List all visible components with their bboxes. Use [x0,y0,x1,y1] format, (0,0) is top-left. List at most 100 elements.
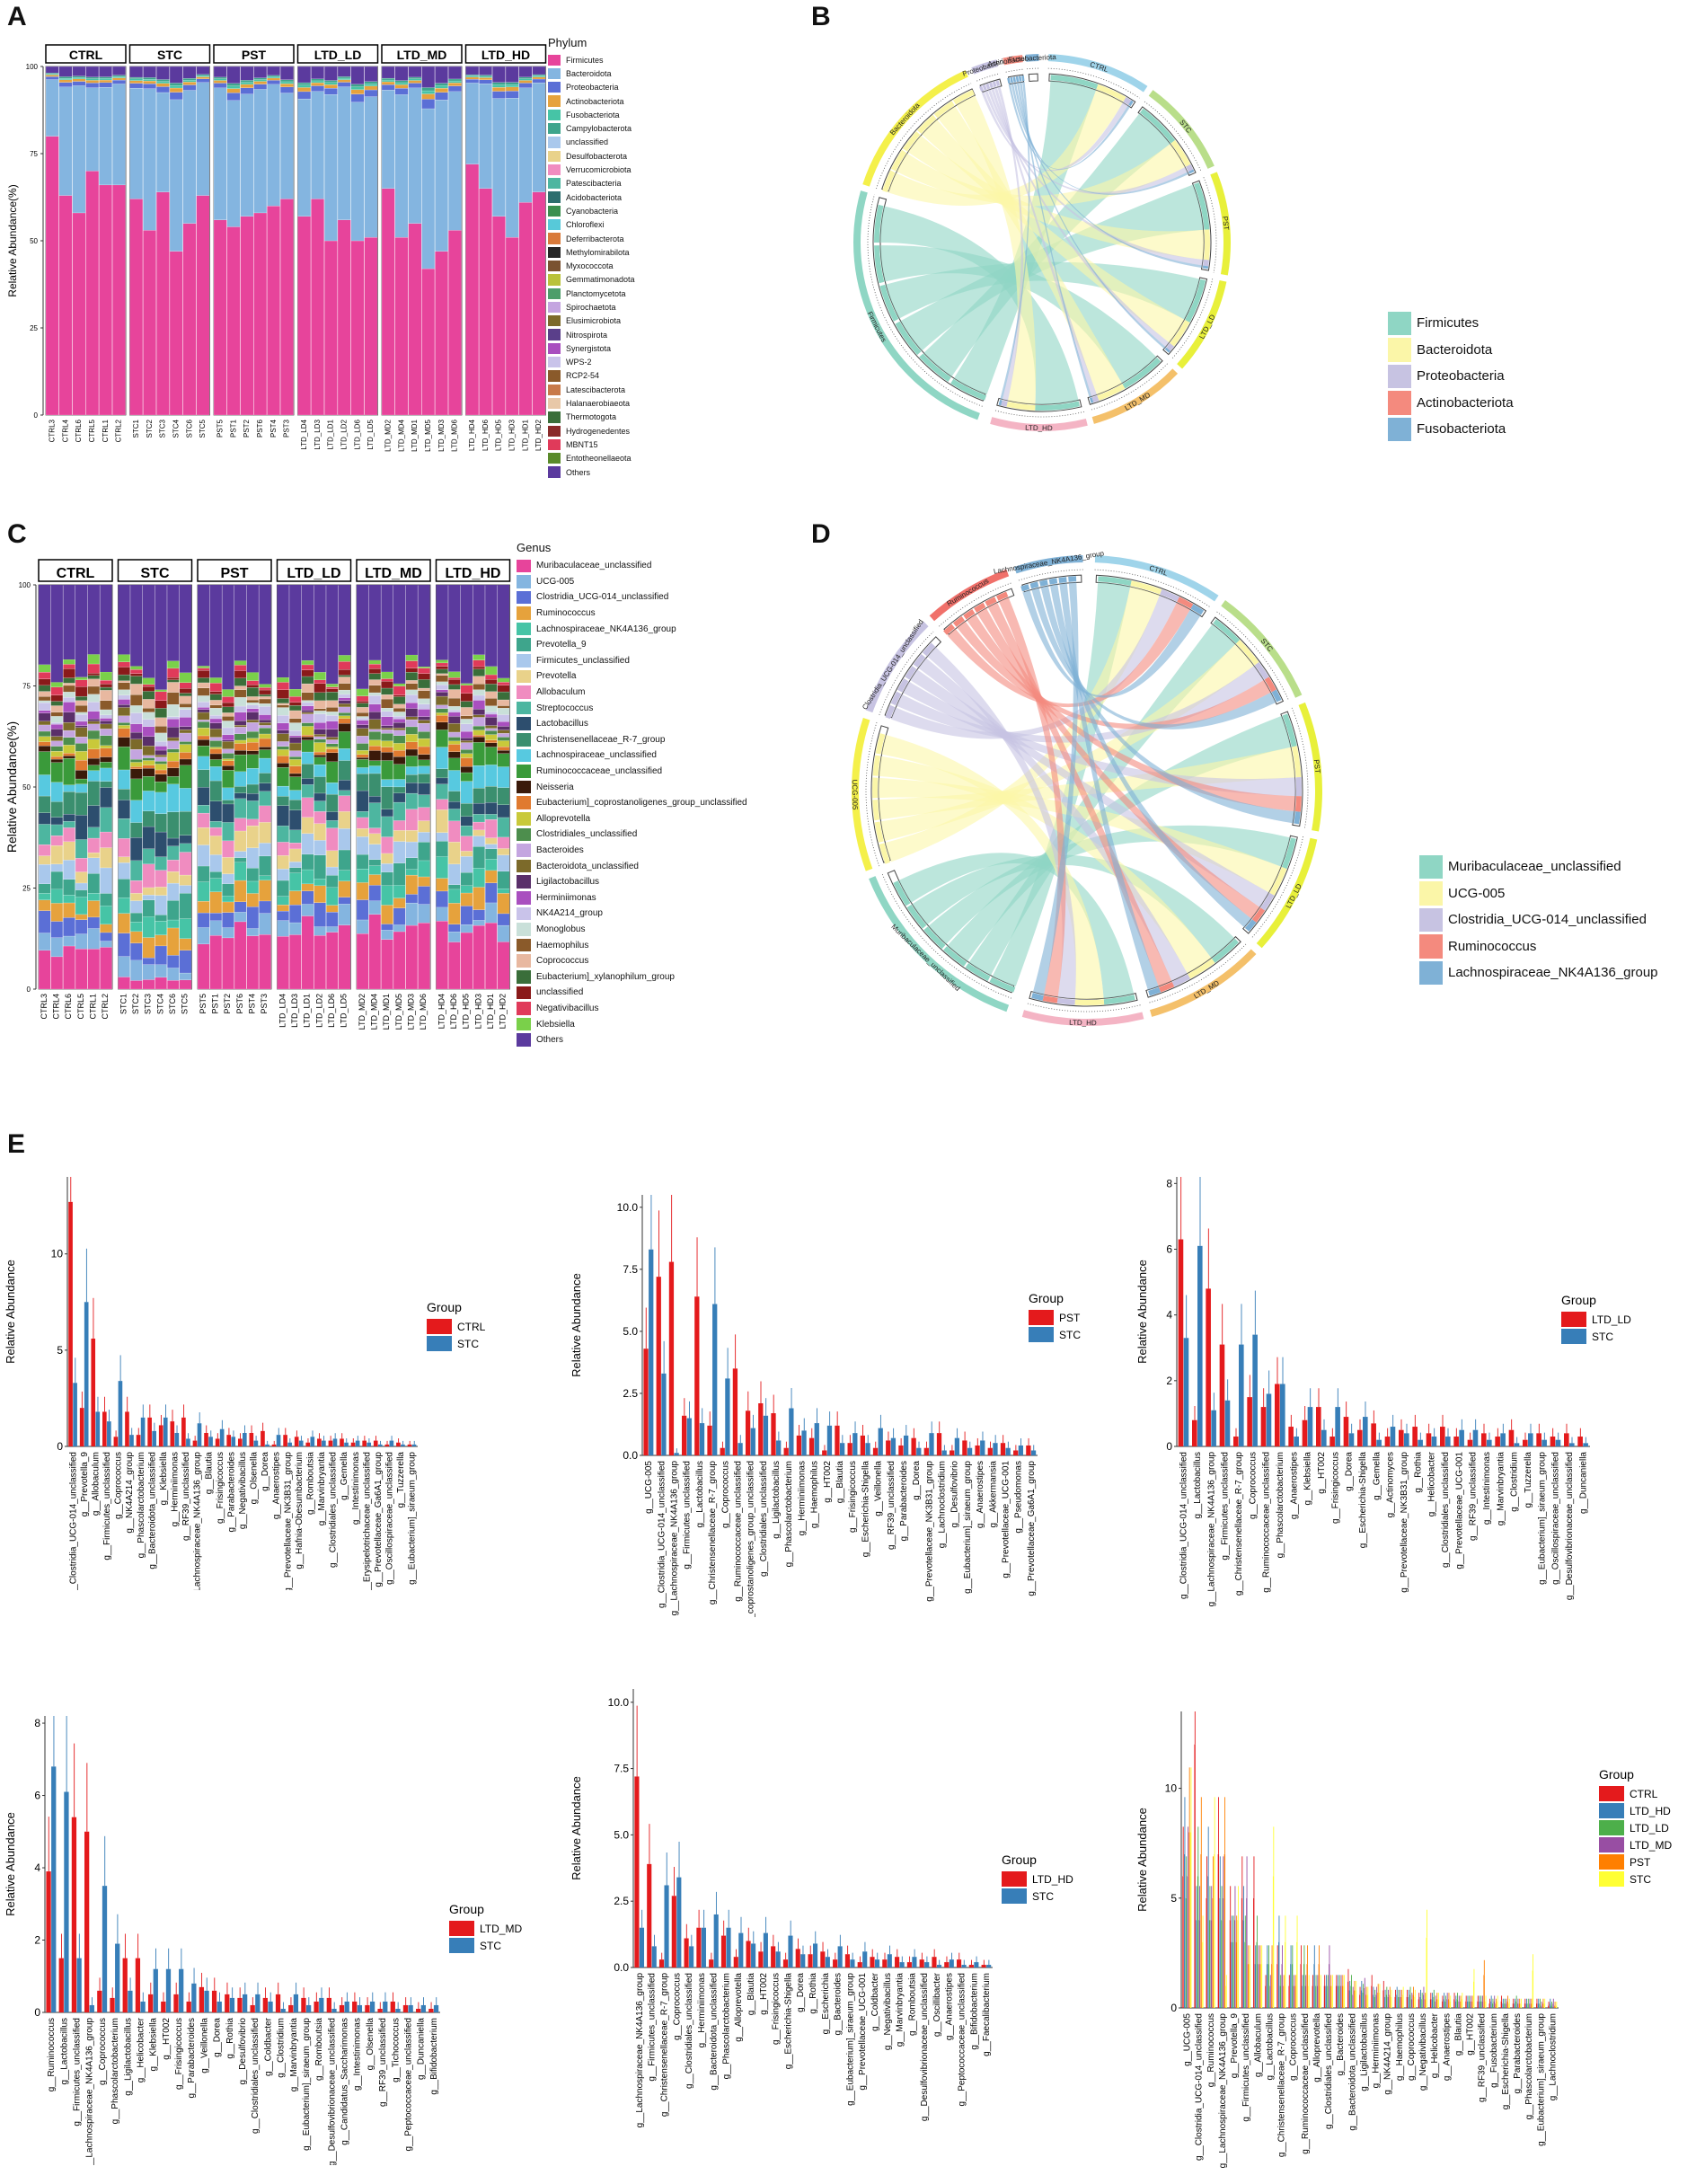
chord-link-foot [1170,320,1190,347]
stacked-segment [50,729,64,737]
stacked-segment [497,836,510,849]
legend-swatch [1419,934,1443,959]
bar [1371,1423,1376,1446]
chord-scale-track [876,83,972,190]
x-tick-label: g__Christensenellaceae_R-7_group [1277,2013,1287,2158]
bar [1184,1853,1186,2008]
stacked-segment [277,698,289,703]
bar [191,1983,197,2012]
stacked-segment [277,767,289,787]
chord-sector-label: LTD_HD [1025,424,1053,433]
stacked-segment [72,78,86,82]
stacked-segment [142,863,155,889]
stacked-segment [38,664,51,673]
bar [1389,1994,1391,2008]
facet-strip [213,44,295,64]
legend-label: Christensenellaceae_R-7_group [536,734,666,745]
stacked-segment [75,725,88,728]
chord-link-foot [1103,995,1135,1005]
bar [1185,1897,1188,2008]
legend-label: UCG-005 [1448,885,1506,901]
stacked-segment [314,700,326,710]
legend-item: Herminiimonas [517,889,804,906]
stacked-segment [253,77,268,80]
stacked-segment [38,730,51,737]
stacked-segment [381,786,393,809]
bar [1583,1443,1588,1446]
x-tick-label: g__Prevotellaceae_UCG-001 [1454,1452,1464,1569]
bar [758,1951,764,1967]
x-tick-label: g__Klebsiella [1303,1452,1313,1506]
stacked-segment [394,84,409,89]
stacked-segment [197,927,210,944]
stacked-segment [234,677,247,686]
stacked-segment [118,838,130,857]
sample-label: LTD_MD1 [382,994,391,1030]
stacked-segment [222,822,234,841]
stacked-segment [485,730,498,735]
stacked-segment [277,920,289,937]
x-tick-label: g__Duncaniella [1578,1452,1588,1514]
stacked-segment [100,745,112,748]
stacked-segment [246,928,260,936]
stacked-segment [196,76,210,79]
stacked-segment [222,857,234,874]
bar [1246,1897,1248,2008]
x-tick-label: g__Pseudomonas [1014,1461,1024,1534]
stacked-segment [408,78,422,81]
bar [684,1938,689,1967]
sample-label: CTRL2 [101,994,110,1020]
bar [204,1433,208,1446]
legend-item: Spirochaetota [548,300,683,314]
stacked-segment [460,742,473,750]
bar [974,1962,979,1967]
stacked-segment [497,913,510,926]
stacked-segment [405,756,419,767]
stacked-segment [277,842,289,856]
bar [276,1435,281,1446]
stacked-segment [297,87,312,93]
stacked-segment [357,585,369,689]
bar [857,1962,862,1967]
stacked-segment [130,922,143,933]
chord-link-foot [1291,746,1302,778]
stacked-segment [209,740,223,747]
x-tick-label: g__Romboutsia [314,2018,324,2081]
panel-letter-a: A [7,2,27,31]
bar [51,1766,57,2012]
y-axis-label: Relative Abundance [570,1776,583,1880]
stacked-segment [381,681,393,689]
stacked-segment [259,694,271,697]
chord-link-foot [943,946,967,967]
bar [1338,1985,1340,2008]
stacked-segment [112,76,126,78]
chord-sector-label: LTD_MD [1124,391,1153,412]
stacked-segment [356,767,369,774]
legend-label: Ruminococcus [1448,938,1537,954]
stacked-segment [130,980,143,990]
stacked-segment [497,924,510,942]
stacked-segment [492,91,506,99]
stacked-segment [130,749,143,760]
bar [1529,2003,1531,2008]
chord-link-foot [1235,640,1259,666]
stacked-segment [418,703,430,710]
stacked-segment [381,188,395,416]
stacked-segment [259,783,271,791]
stacked-segment [130,900,143,914]
legend-swatch [517,859,531,873]
stacked-segment [338,870,351,881]
stacked-segment [448,924,461,933]
legend-item: unclassified [517,985,804,1001]
stacked-segment [213,83,227,88]
x-tick-label: g__Clostridia_UCG-014_unclassified [1179,1452,1189,1599]
bar [402,2004,409,2012]
bar [216,2001,222,2012]
stacked-segment [155,887,167,896]
bar [1541,1439,1547,1446]
stacked-segment [58,76,73,79]
legend-label: STC [457,1338,479,1350]
bar [656,1277,661,1455]
stacked-segment [356,836,369,855]
stacked-segment [142,708,155,712]
